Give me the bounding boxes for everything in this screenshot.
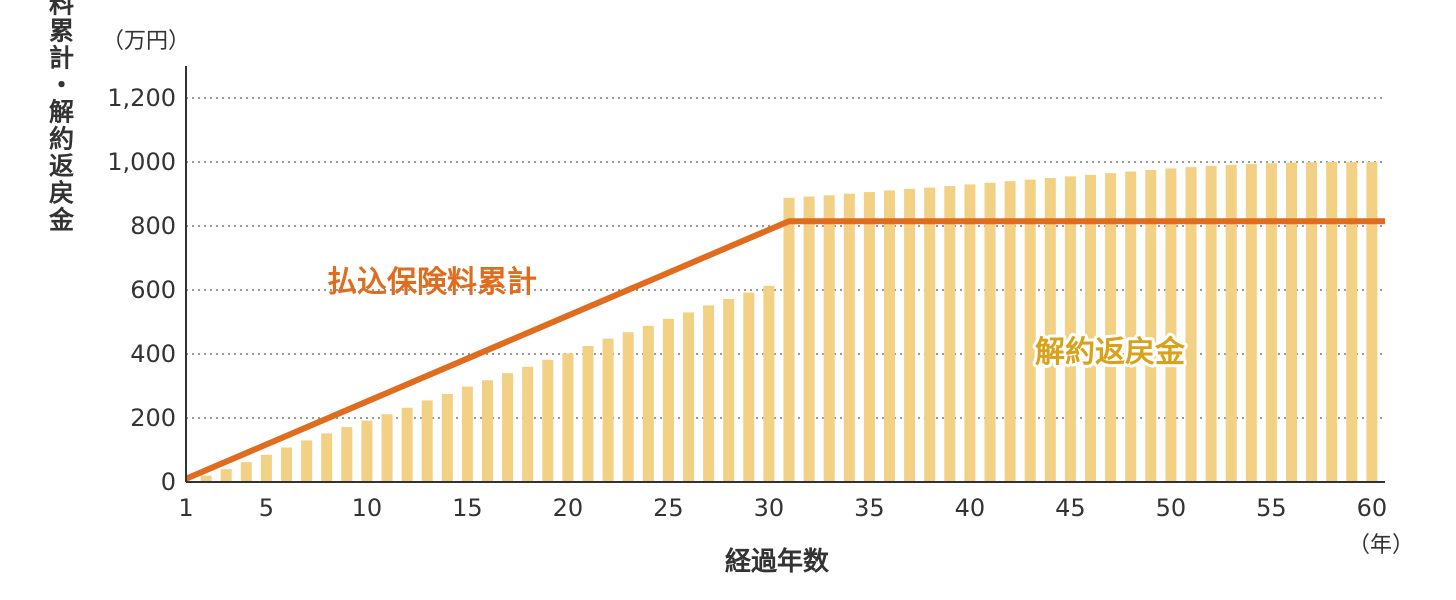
refund-bar xyxy=(260,454,272,482)
x-tick-label: 50 xyxy=(1156,494,1187,522)
x-tick-label: 60 xyxy=(1357,494,1388,522)
refund-bar xyxy=(1346,162,1358,482)
x-tick-label: 45 xyxy=(1055,494,1086,522)
refund-bar xyxy=(301,440,313,482)
refund-bar xyxy=(904,188,916,482)
refund-bar xyxy=(582,346,594,482)
refund-bar xyxy=(321,433,333,482)
refund-bar xyxy=(240,462,252,482)
refund-bar xyxy=(863,192,875,482)
refund-bar xyxy=(683,312,694,482)
refund-bar xyxy=(803,196,815,482)
x-tick-label: 15 xyxy=(452,494,483,522)
refund-bar xyxy=(1185,167,1197,482)
y-tick-label: 600 xyxy=(130,276,176,304)
refund-bar xyxy=(743,292,755,482)
y-tick-label: 1,200 xyxy=(107,84,176,112)
refund-bar xyxy=(1265,163,1277,482)
y-tick-label: 1,000 xyxy=(107,148,176,176)
y-tick-labels: 0 200 400 600 800 1,000 1,200 xyxy=(107,84,176,496)
refund-bar xyxy=(522,366,534,482)
refund-bar xyxy=(482,380,493,482)
refund-bar xyxy=(1326,162,1338,482)
refund-bar xyxy=(1286,162,1297,482)
refund-bar xyxy=(1064,176,1076,482)
refund-bar xyxy=(703,305,715,482)
x-tick-label: 20 xyxy=(553,494,584,522)
refund-bar xyxy=(1225,164,1237,482)
x-axis-title: 経過年数 xyxy=(725,546,830,577)
refund-bar xyxy=(763,285,775,482)
refund-bar xyxy=(401,407,413,482)
x-tick-label: 5 xyxy=(259,494,274,522)
x-tick-label: 55 xyxy=(1256,494,1287,522)
refund-bar xyxy=(1024,179,1036,482)
refund-bar xyxy=(884,190,895,483)
x-tick-label: 1 xyxy=(178,494,193,522)
refund-bar xyxy=(1205,165,1217,482)
y-tick-label: 800 xyxy=(130,212,176,240)
bar-series xyxy=(200,162,1378,483)
refund-bar xyxy=(622,332,634,482)
refund-bar xyxy=(1085,174,1096,483)
refund-bar xyxy=(662,318,674,482)
refund-bar xyxy=(502,373,514,482)
y-tick-label: 400 xyxy=(130,340,176,368)
x-unit-label: （年） xyxy=(1348,533,1414,558)
refund-bar xyxy=(562,353,574,482)
x-tick-label: 35 xyxy=(854,494,885,522)
y-tick-label: 200 xyxy=(130,404,176,432)
refund-bar xyxy=(964,184,976,482)
refund-bar xyxy=(1004,181,1016,482)
refund-bar xyxy=(1125,171,1137,482)
x-tick-label: 30 xyxy=(754,494,785,522)
refund-bar xyxy=(341,426,353,482)
refund-bar xyxy=(642,325,654,482)
x-tick-label: 40 xyxy=(955,494,986,522)
refund-bar xyxy=(461,386,473,482)
refund-bars-label: 解約返戻金 xyxy=(1035,335,1186,370)
refund-bar xyxy=(421,400,433,482)
refund-bar xyxy=(441,394,453,482)
y-unit-label: （万円） xyxy=(102,29,190,54)
refund-bar xyxy=(200,475,212,482)
refund-bar xyxy=(542,359,554,482)
x-tick-label: 25 xyxy=(653,494,684,522)
refund-bar xyxy=(1165,168,1177,482)
refund-bar xyxy=(984,182,996,483)
refund-bar xyxy=(823,195,835,482)
refund-bar xyxy=(1044,178,1056,482)
x-tick-label: 10 xyxy=(352,494,383,522)
refund-bar xyxy=(220,469,232,482)
premium-line-label: 払込保険料累計 xyxy=(327,265,537,300)
refund-bar xyxy=(1105,173,1117,482)
refund-bar xyxy=(843,193,855,482)
refund-bar xyxy=(1366,162,1378,482)
refund-bar xyxy=(723,298,735,482)
refund-bar xyxy=(281,447,292,482)
refund-bar xyxy=(783,197,795,482)
premium-cumulative-line xyxy=(184,218,1385,482)
refund-bar xyxy=(1145,170,1157,482)
y-tick-label: 0 xyxy=(161,468,176,496)
refund-bar xyxy=(944,186,956,482)
refund-bar xyxy=(381,414,393,482)
refund-bar xyxy=(602,338,614,482)
x-tick-labels: 1 5 10 15 20 25 30 35 40 45 50 55 60 xyxy=(178,494,1387,522)
refund-bar xyxy=(1245,163,1257,483)
refund-bar xyxy=(361,420,373,482)
refund-bar xyxy=(1306,162,1318,482)
y-axis-title: 払込保険料累計・解約返戻金 xyxy=(46,0,76,234)
refund-bar xyxy=(924,187,936,482)
